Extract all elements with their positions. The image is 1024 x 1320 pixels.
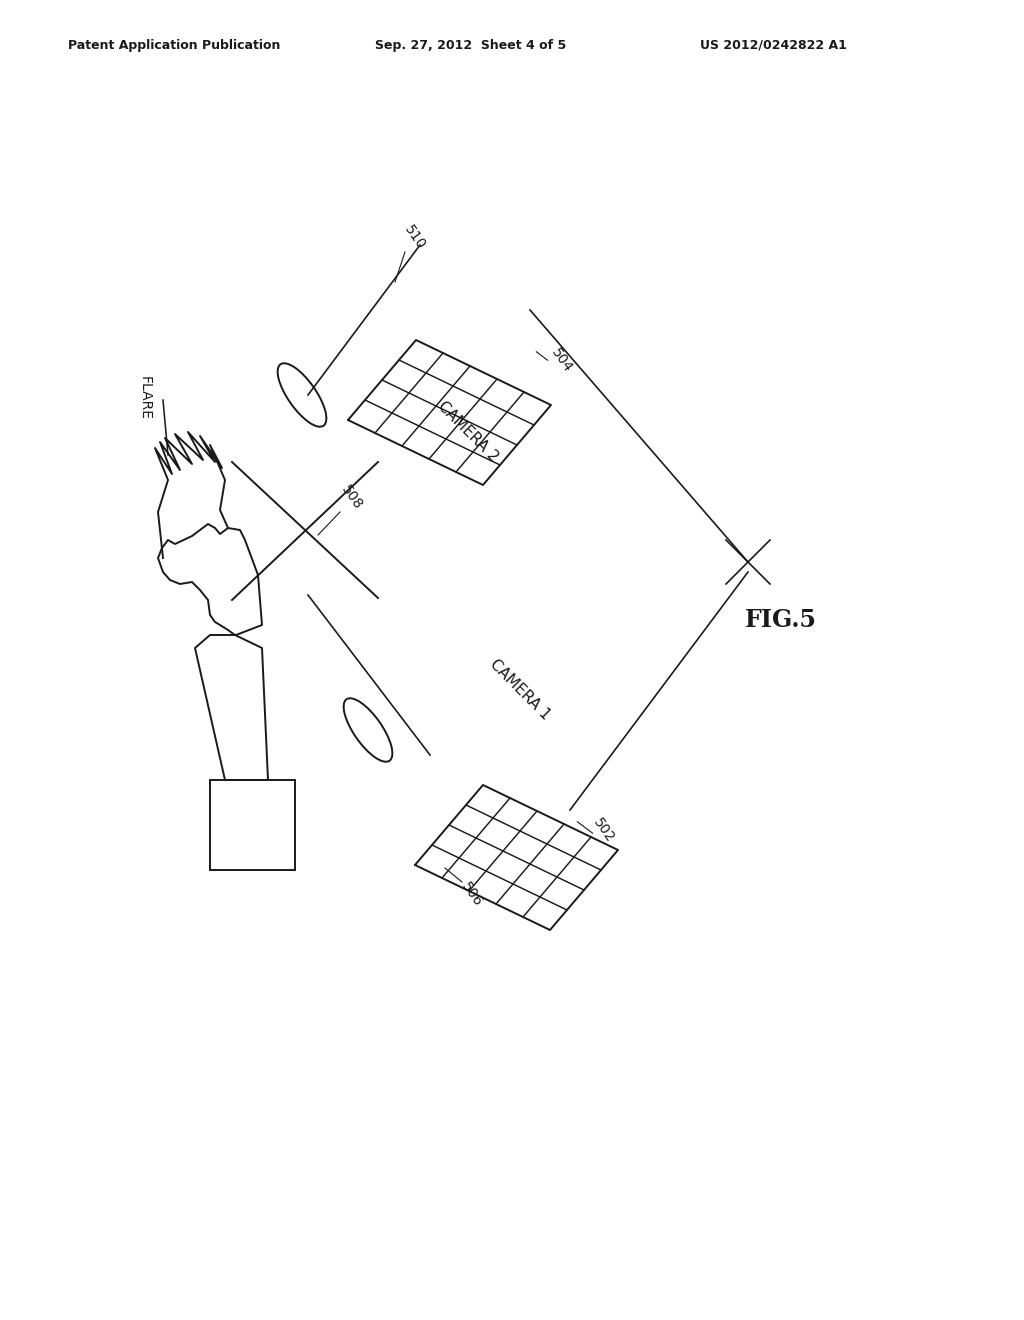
- Text: 504: 504: [548, 346, 574, 375]
- Text: 502: 502: [590, 816, 616, 845]
- Text: Sep. 27, 2012  Sheet 4 of 5: Sep. 27, 2012 Sheet 4 of 5: [375, 38, 566, 51]
- Text: US 2012/0242822 A1: US 2012/0242822 A1: [700, 38, 847, 51]
- Text: Patent Application Publication: Patent Application Publication: [68, 38, 281, 51]
- Bar: [210, 780, 295, 870]
- Text: 508: 508: [339, 483, 366, 512]
- Text: CAMERA 1: CAMERA 1: [486, 657, 553, 723]
- Text: 510: 510: [401, 223, 428, 253]
- Text: CAMERA 2: CAMERA 2: [435, 399, 501, 465]
- Text: FIG.5: FIG.5: [745, 609, 817, 632]
- Text: 506: 506: [459, 880, 485, 909]
- Text: FLARE: FLARE: [138, 376, 152, 420]
